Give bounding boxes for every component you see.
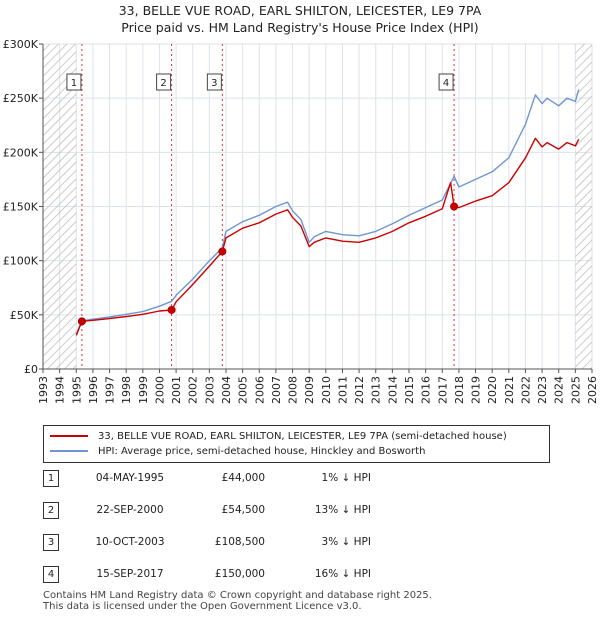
chart-title-line2: Price paid vs. HM Land Registry's House … xyxy=(121,20,479,35)
hatched-region xyxy=(43,44,77,369)
sale-points xyxy=(77,202,459,326)
y-tick-label: £200K xyxy=(3,146,39,159)
sale-label-box xyxy=(156,73,172,91)
footer-attribution: Contains HM Land Registry data © Crown c… xyxy=(43,590,432,612)
sale-point xyxy=(167,305,176,314)
legend-label-hpi: HPI: Average price, semi-detached house,… xyxy=(98,446,426,457)
chart-title-line1: 33, BELLE VUE ROAD, EARL SHILTON, LEICES… xyxy=(118,3,482,18)
sale-price: £108,500 xyxy=(214,536,265,548)
y-tick-label: £250K xyxy=(3,92,39,105)
sale-label: 1 xyxy=(66,73,82,91)
footer-line1: Contains HM Land Registry data © Crown c… xyxy=(43,590,432,601)
sale-date: 04-MAY-1995 xyxy=(95,472,165,484)
hpi-series-line xyxy=(75,89,580,335)
sale-date: 22-SEP-2000 xyxy=(96,504,164,516)
sale-label: 3 xyxy=(206,73,222,91)
x-tick-label: 2001 xyxy=(170,376,183,404)
sale-row: 4 15-SEP-2017 £150,000 16% ↓ HPI xyxy=(43,564,563,584)
sale-number-badge: 1 xyxy=(43,470,59,487)
chart-title: 33, BELLE VUE ROAD, EARL SHILTON, LEICES… xyxy=(0,2,600,36)
x-tick-label: 2014 xyxy=(386,376,399,404)
x-tick-label: 2018 xyxy=(453,376,466,404)
sale-price: £54,500 xyxy=(221,504,265,516)
sale-label-box xyxy=(438,73,454,91)
y-tick-label: £150K xyxy=(3,201,39,214)
x-tick-label: 2015 xyxy=(403,376,416,404)
x-tick-label: 2026 xyxy=(586,376,599,404)
x-tick-label: 1996 xyxy=(87,376,100,404)
sale-row: 1 04-MAY-1995 £44,000 1% ↓ HPI xyxy=(43,468,563,488)
sale-row: 2 22-SEP-2000 £54,500 13% ↓ HPI xyxy=(43,500,563,520)
legend: 33, BELLE VUE ROAD, EARL SHILTON, LEICES… xyxy=(43,425,550,463)
x-tick-label: 1993 xyxy=(37,376,50,404)
sale-hpi-diff: 3% ↓ HPI xyxy=(321,536,371,548)
x-tick-label: 2012 xyxy=(353,376,366,404)
sale-marker-lines xyxy=(81,44,455,369)
sale-number-badge: 4 xyxy=(43,566,59,583)
sale-date: 10-OCT-2003 xyxy=(95,536,165,548)
x-tick-label: 2007 xyxy=(270,376,283,404)
x-tick-label: 2004 xyxy=(220,376,233,404)
sale-number-badge: 2 xyxy=(43,502,59,519)
x-tick-label: 2013 xyxy=(370,376,383,404)
legend-swatch-price xyxy=(50,435,88,437)
x-tick-label: 2021 xyxy=(503,376,516,404)
x-tick-label: 1994 xyxy=(54,376,67,404)
x-tick-label: 2017 xyxy=(436,376,449,404)
sale-price: £44,000 xyxy=(221,472,265,484)
legend-item-hpi: HPI: Average price, semi-detached house,… xyxy=(50,445,425,459)
legend-label-price: 33, BELLE VUE ROAD, EARL SHILTON, LEICES… xyxy=(98,431,507,442)
x-tick-label: 1999 xyxy=(137,376,150,404)
sale-date: 15-SEP-2017 xyxy=(96,568,164,580)
x-tick-label: 2000 xyxy=(153,376,166,404)
sale-label-text: 4 xyxy=(443,78,449,89)
sale-point xyxy=(77,317,86,326)
x-tick-label: 1998 xyxy=(120,376,133,404)
legend-item-price: 33, BELLE VUE ROAD, EARL SHILTON, LEICES… xyxy=(50,430,507,444)
x-tick-label: 2005 xyxy=(237,376,250,404)
x-tick-label: 2025 xyxy=(569,376,582,404)
y-tick-label: £100K xyxy=(3,255,39,268)
sale-label-box xyxy=(206,73,222,91)
sale-labels: 1 2 3 4 xyxy=(66,73,454,91)
sale-number-badge: 3 xyxy=(43,534,59,551)
y-tick-label: £300K xyxy=(3,38,39,51)
x-tick-label: 2011 xyxy=(336,376,349,404)
sale-label: 4 xyxy=(438,73,454,91)
sale-label: 2 xyxy=(156,73,172,91)
x-tick-label: 2022 xyxy=(519,376,532,404)
x-tick-label: 2024 xyxy=(553,376,566,404)
sale-hpi-diff: 1% ↓ HPI xyxy=(321,472,371,484)
footer-line2: This data is licensed under the Open Gov… xyxy=(43,601,362,612)
x-tick-label: 2002 xyxy=(187,376,200,404)
sale-label-text: 1 xyxy=(71,78,77,89)
hatched-regions xyxy=(43,44,592,369)
x-tick-label: 1995 xyxy=(70,376,83,404)
x-tick-label: 2020 xyxy=(486,376,499,404)
hatched-region xyxy=(575,44,592,369)
x-tick-label: 2016 xyxy=(420,376,433,404)
x-tick-label: 2006 xyxy=(253,376,266,404)
sale-row: 3 10-OCT-2003 £108,500 3% ↓ HPI xyxy=(43,532,563,552)
sale-point xyxy=(450,202,459,211)
sale-label-box xyxy=(66,73,82,91)
sale-label-text: 2 xyxy=(160,78,166,89)
x-tick-label: 2010 xyxy=(320,376,333,404)
sale-hpi-diff: 16% ↓ HPI xyxy=(314,568,371,580)
y-tick-label: £0 xyxy=(24,363,38,376)
legend-swatch-hpi xyxy=(50,450,88,452)
x-tick-label: 1997 xyxy=(104,376,117,404)
sale-price: £150,000 xyxy=(214,568,265,580)
sale-hpi-diff: 13% ↓ HPI xyxy=(314,504,371,516)
x-tick-label: 2009 xyxy=(303,376,316,404)
x-tick-label: 2008 xyxy=(287,376,300,404)
x-tick-label: 2003 xyxy=(203,376,216,404)
sale-label-text: 3 xyxy=(211,78,217,89)
y-tick-label: £50K xyxy=(10,309,39,322)
sale-point xyxy=(218,247,227,256)
x-tick-label: 2019 xyxy=(470,376,483,404)
x-tick-label: 2023 xyxy=(536,376,549,404)
